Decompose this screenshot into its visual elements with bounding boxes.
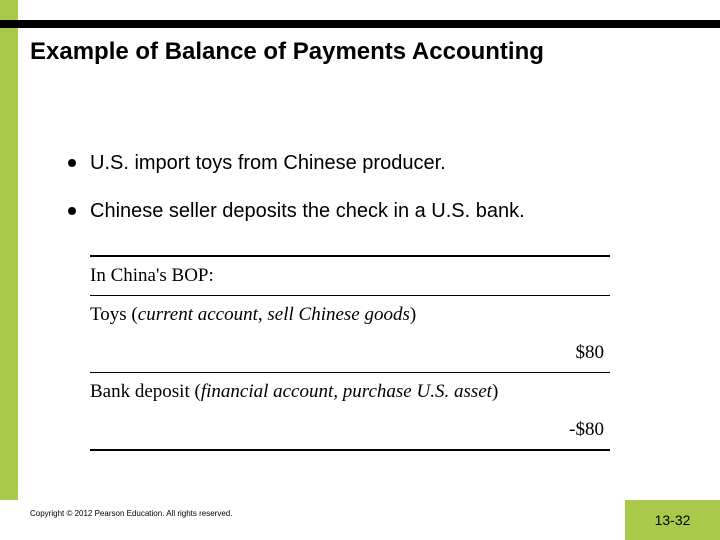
bullet-list: U.S. import toys from Chinese producer. …: [68, 150, 688, 246]
bop-table: In China's BOP: Toys (current account, s…: [90, 255, 610, 451]
list-item: Chinese seller deposits the check in a U…: [68, 198, 688, 224]
table-row-value: $80: [576, 342, 611, 364]
slide-title: Example of Balance of Payments Accountin…: [30, 38, 690, 67]
page-number: 13-32: [655, 512, 691, 528]
table-row-value: -$80: [569, 419, 610, 441]
decor-green-left: [0, 28, 18, 500]
copyright-text: Copyright © 2012 Pearson Education. All …: [30, 509, 232, 518]
table-header: In China's BOP:: [90, 265, 214, 287]
list-item: U.S. import toys from Chinese producer.: [68, 150, 688, 176]
bullet-icon: [68, 159, 76, 167]
decor-green-top: [0, 0, 18, 20]
bullet-icon: [68, 207, 76, 215]
bullet-text: Chinese seller deposits the check in a U…: [90, 198, 688, 224]
page-number-badge: 13-32: [625, 500, 720, 540]
bullet-text: U.S. import toys from Chinese producer.: [90, 150, 688, 176]
decor-black-bar: [0, 20, 720, 28]
table-row-label: Bank deposit (financial account, purchas…: [90, 381, 498, 403]
table-row-label: Toys (current account, sell Chinese good…: [90, 304, 416, 326]
